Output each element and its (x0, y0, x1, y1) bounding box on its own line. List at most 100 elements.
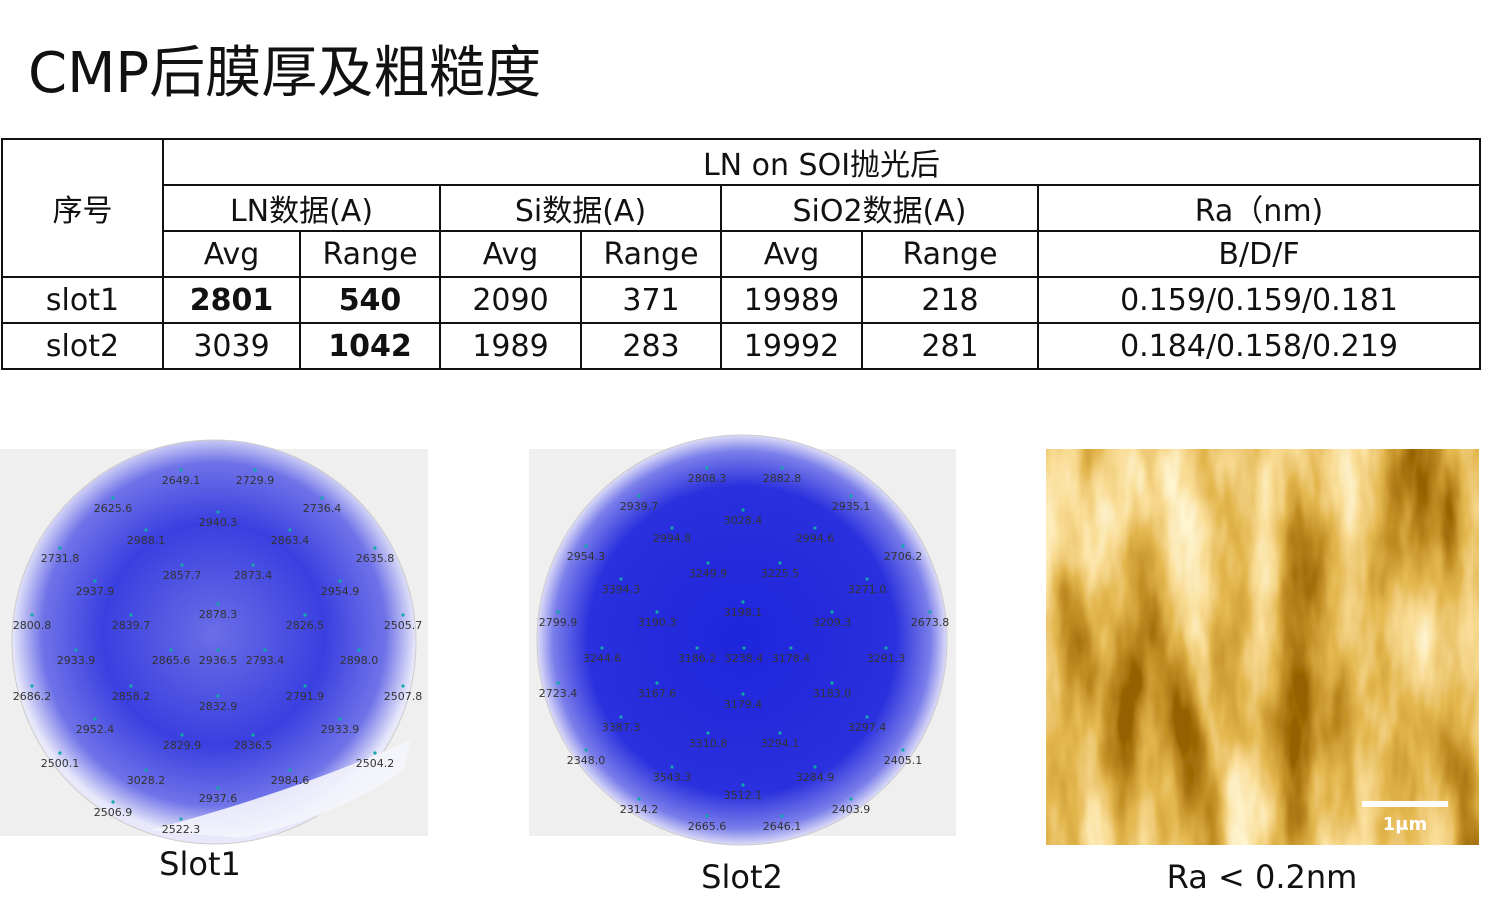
site-label: 2857.7 (163, 569, 202, 582)
site-label: 3543.3 (653, 771, 692, 784)
site-label: 2500.1 (41, 757, 80, 770)
site-label: 2858.2 (112, 690, 151, 703)
site-label: 2522.3 (162, 823, 201, 836)
site-label: 2799.9 (539, 616, 578, 629)
site-dot (129, 613, 133, 617)
site-dot (780, 466, 784, 470)
site-label: 2646.1 (763, 820, 802, 833)
site-dot (93, 579, 97, 583)
site-label: 3512.1 (724, 789, 763, 802)
site-label: 2865.6 (152, 654, 191, 667)
cell: Ra（nm) (1037, 184, 1481, 232)
site-dot (401, 684, 405, 688)
site-dot (373, 751, 377, 755)
site-label: 2939.7 (620, 500, 659, 513)
cell: Range (861, 230, 1039, 278)
site-label: 3294.1 (761, 737, 800, 750)
cell: B/D/F (1037, 230, 1481, 278)
site-label: 3183.0 (813, 687, 852, 700)
site-label: 2731.8 (41, 552, 80, 565)
cell: 19989 (720, 276, 863, 324)
site-dot (144, 768, 148, 772)
site-label: 3167.6 (638, 687, 677, 700)
site-label: 2649.1 (162, 474, 201, 487)
site-label: 2507.8 (384, 690, 423, 703)
site-label: 2729.9 (236, 474, 275, 487)
scale-label: 1μm (1383, 814, 1428, 835)
cell: 1989 (439, 322, 582, 370)
cell: 218 (861, 276, 1039, 324)
cell: Range (299, 230, 441, 278)
site-label: 3394.3 (602, 583, 641, 596)
cell: 0.184/0.158/0.219 (1037, 322, 1481, 370)
caption: Slot1 (159, 845, 241, 883)
cell: 序号 (1, 138, 164, 278)
site-label: 2826.5 (286, 619, 325, 632)
site-dot (619, 715, 623, 719)
afm-image (1046, 449, 1479, 845)
site-label: 3225.5 (761, 567, 800, 580)
site-label: 3271.0 (848, 583, 887, 596)
site-dot (780, 814, 784, 818)
site-label: 2873.4 (234, 569, 273, 582)
site-dot (216, 694, 220, 698)
site-dot (706, 731, 710, 735)
site-dot (58, 751, 62, 755)
site-dot (778, 731, 782, 735)
site-label: 3310.8 (689, 737, 728, 750)
site-label: 2673.8 (911, 616, 950, 629)
site-dot (584, 748, 588, 752)
site-label: 2800.8 (13, 619, 52, 632)
cell: slot2 (1, 322, 164, 370)
site-label: 2506.9 (94, 806, 133, 819)
site-label: 2898.0 (340, 654, 379, 667)
site-dot (705, 466, 709, 470)
site-dot (320, 496, 324, 500)
site-dot (129, 684, 133, 688)
site-label: 2791.9 (286, 690, 325, 703)
cell: 281 (861, 322, 1039, 370)
cell: 283 (580, 322, 722, 370)
site-dot (813, 526, 817, 530)
site-label: 3186.2 (678, 652, 717, 665)
site-dot (401, 613, 405, 617)
cell: LN on SOI抛光后 (162, 138, 1481, 186)
data-table: 序号 LN on SOI抛光后 LN数据(A) Si数据(A) SiO2数据(A) Ra… (1, 138, 1481, 370)
site-label: 2793.4 (246, 654, 285, 667)
site-dot (778, 561, 782, 565)
site-label: 2314.2 (620, 803, 659, 816)
site-dot (179, 468, 183, 472)
site-label: 3238.4 (725, 652, 764, 665)
site-dot (637, 797, 641, 801)
cell: Range (580, 230, 722, 278)
site-label: 2954.9 (321, 585, 360, 598)
site-dot (741, 692, 745, 696)
site-dot (655, 610, 659, 614)
site-dot (741, 783, 745, 787)
site-label: 2937.9 (76, 585, 115, 598)
site-label: 2736.4 (303, 502, 342, 515)
site-label: 2935.1 (832, 500, 871, 513)
site-dot (216, 510, 220, 514)
cell: 0.159/0.159/0.181 (1037, 276, 1481, 324)
site-dot (619, 577, 623, 581)
site-dot (263, 648, 267, 652)
site-label: 3249.9 (689, 567, 728, 580)
site-label: 2933.9 (321, 723, 360, 736)
site-dot (742, 646, 746, 650)
site-dot (303, 684, 307, 688)
site-label: 2625.6 (94, 502, 133, 515)
site-dot (741, 600, 745, 604)
site-dot (288, 768, 292, 772)
cell: Si数据(A) (439, 184, 722, 232)
site-label: 2723.4 (539, 687, 578, 700)
site-dot (169, 648, 173, 652)
cell: 3039 (162, 322, 301, 370)
site-dot (600, 646, 604, 650)
site-label: 3190.3 (638, 616, 677, 629)
site-label: 2952.4 (76, 723, 115, 736)
caption: Ra < 0.2nm (1167, 858, 1358, 896)
site-dot (338, 579, 342, 583)
site-label: 2808.3 (688, 472, 727, 485)
